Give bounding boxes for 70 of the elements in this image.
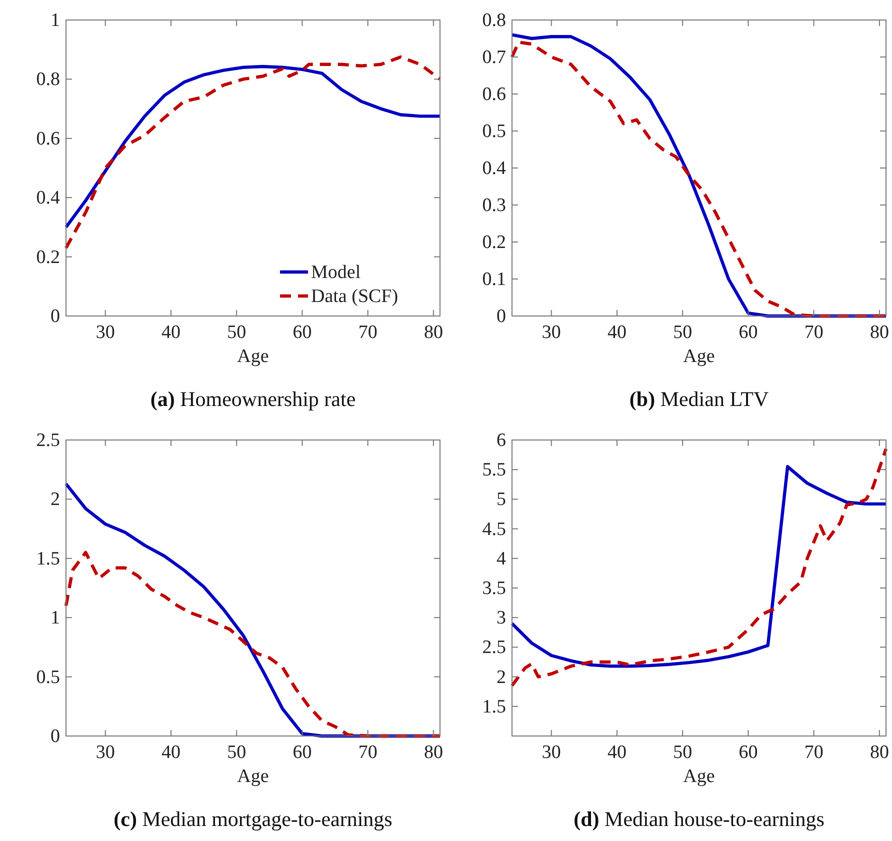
y-tick-label: 0.5 [482,121,506,142]
x-tick-label: 40 [161,322,180,343]
x-tick-label: 70 [358,322,378,343]
line-series [64,550,442,738]
x-tick-label: 60 [738,322,758,343]
legend-label: Model [311,262,361,283]
y-tick-label: 0 [50,306,60,327]
x-tick-label: 80 [870,322,889,343]
y-tick-label: 0.1 [482,269,506,290]
y-tick-label: 2 [50,489,60,510]
y-tick-label: 1 [50,608,60,629]
x-axis-title: Age [237,346,269,367]
y-tick-label: 0.2 [482,232,506,253]
y-tick-label: 0.8 [482,10,506,31]
y-tick-label: 5 [496,489,506,510]
x-axis-title: Age [683,766,715,787]
y-tick-label: 4 [496,548,506,570]
y-tick-label: 3 [496,608,506,629]
y-tick-label: 1.5 [482,696,506,718]
x-axis-title: Age [683,346,715,367]
legend-label: Data (SCF) [311,286,398,307]
y-tick-label: 0.8 [36,69,60,90]
y-tick-label: 4.5 [482,518,506,540]
text: (a) Homeownership rate [150,387,356,411]
y-tick-label: 0.6 [482,84,506,105]
x-tick-label: 80 [870,742,889,763]
x-tick-label: 70 [358,742,378,763]
line-series [510,447,888,688]
y-tick-label: 3.5 [482,578,506,599]
y-tick-label: 0.3 [482,195,506,216]
y-tick-label: 0 [50,726,60,747]
x-tick-label: 80 [424,322,443,343]
y-tick-label: 6 [496,430,506,451]
x-tick-label: 50 [227,742,246,763]
x-tick-label: 40 [607,742,626,763]
y-tick-label: 0.4 [36,188,60,209]
y-tick-label: 0.2 [36,246,60,268]
x-tick-label: 80 [424,742,443,763]
x-tick-label: 50 [673,742,692,763]
x-tick-label: 70 [804,322,824,343]
y-tick-label: 5.5 [482,460,506,481]
x-tick-label: 30 [542,322,561,343]
y-tick-label: 0.6 [36,128,60,150]
x-tick-label: 70 [804,742,824,763]
y-tick-label: 2.5 [36,430,60,451]
x-tick-label: 50 [227,322,246,343]
y-tick-label: 0 [496,306,506,327]
line-series [64,64,442,229]
text: (b) Median LTV [629,387,769,411]
text: (d) Median house-to-earnings [574,807,824,831]
text: (c) Median mortgage-to-earnings [114,807,392,831]
x-tick-label: 60 [738,742,758,763]
x-tick-label: 50 [673,322,692,343]
x-tick-label: 30 [96,322,115,343]
x-tick-label: 30 [96,742,115,763]
line-series [64,55,442,250]
x-tick-label: 30 [542,742,561,763]
y-tick-label: 0.4 [482,158,506,179]
x-tick-label: 60 [292,322,312,343]
x-tick-label: 40 [607,322,626,343]
y-tick-label: 0.7 [482,47,506,68]
line-series [510,465,888,668]
y-tick-label: 1.5 [36,548,60,570]
x-axis-title: Age [237,766,269,787]
y-tick-label: 2.5 [482,637,506,658]
y-tick-label: 2 [496,666,506,688]
y-tick-label: 0.5 [36,666,60,688]
x-tick-label: 60 [292,742,312,763]
y-tick-label: 1 [50,10,60,31]
x-tick-label: 40 [161,742,180,763]
